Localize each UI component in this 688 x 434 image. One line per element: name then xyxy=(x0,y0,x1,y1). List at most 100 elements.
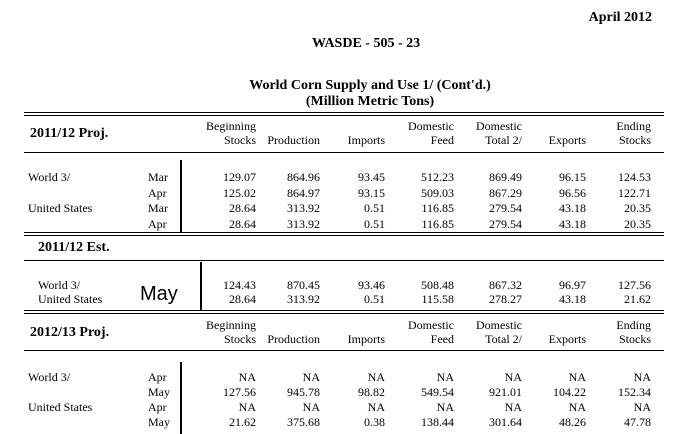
row-month-label: Apr xyxy=(148,216,167,231)
report-date: April 2012 xyxy=(588,10,652,25)
table-cell: 549.54 xyxy=(421,385,454,399)
table-cell: 93.15 xyxy=(358,185,385,200)
column-header-line1: Domestic xyxy=(476,318,522,332)
table-cell: 313.92 xyxy=(287,292,320,306)
column-header-line1: Domestic xyxy=(408,318,454,332)
table-cell: 28.64 xyxy=(229,216,256,231)
table-cell: 43.18 xyxy=(559,201,586,215)
table-cell: 96.97 xyxy=(559,278,586,292)
month-divider-est xyxy=(200,262,202,310)
table-cell: 96.15 xyxy=(559,170,586,184)
table-cell: 129.07 xyxy=(223,170,256,184)
table-cell: NA xyxy=(504,370,522,384)
table-cell: NA xyxy=(238,370,256,384)
table-cell: NA xyxy=(367,370,385,384)
column-header-line2: Production xyxy=(267,133,320,147)
table-cell: NA xyxy=(633,400,651,414)
column-header-line2: Exports xyxy=(548,133,586,147)
column-header-line1: Ending xyxy=(616,119,651,133)
table-cell: 124.43 xyxy=(223,278,256,292)
table-cell: 313.92 xyxy=(287,201,320,215)
table-cell: 48.26 xyxy=(559,415,586,429)
table-cell: 93.45 xyxy=(358,170,385,184)
table-cell: 867.32 xyxy=(489,278,522,292)
column-header-line2: Imports xyxy=(347,332,385,346)
rule-header-bottom xyxy=(24,152,664,153)
table-cell: 921.01 xyxy=(489,385,522,399)
column-header-line2: Production xyxy=(267,332,320,346)
rule-top-double xyxy=(24,115,664,116)
table-cell: NA xyxy=(436,400,454,414)
row-month-label: Apr xyxy=(148,185,167,200)
rule-section3-top-double xyxy=(24,313,664,314)
section-title-2012-13-proj: 2012/13 Proj. xyxy=(30,325,110,340)
table-cell: 0.51 xyxy=(364,292,385,306)
row-region-label: United States xyxy=(28,201,93,215)
table-cell: 43.18 xyxy=(559,216,586,231)
row-month-label: Apr xyxy=(148,400,167,414)
column-header-line1: Domestic xyxy=(408,119,454,133)
rule-header-bottom xyxy=(24,350,664,351)
column-header-line1: Domestic xyxy=(476,119,522,133)
rule-section3-top xyxy=(24,310,664,311)
table-cell: NA xyxy=(633,370,651,384)
table-cell: 122.71 xyxy=(618,185,651,200)
row-month-label: May xyxy=(148,415,170,429)
table-cell: 0.38 xyxy=(364,415,385,429)
table-cell: 98.82 xyxy=(358,385,385,399)
table-cell: 28.64 xyxy=(229,292,256,306)
row-month-label: May xyxy=(148,385,170,399)
row-region-label: United States xyxy=(28,400,93,414)
column-header-line2: Feed xyxy=(430,332,454,346)
table-cell: 278.27 xyxy=(489,292,522,306)
table-cell: 864.97 xyxy=(287,185,320,200)
table-cell: 301.64 xyxy=(489,415,522,429)
column-header-line1: Beginning xyxy=(206,318,256,332)
table-cell: 279.54 xyxy=(489,201,522,215)
table-cell: 116.85 xyxy=(421,201,454,215)
month-divider xyxy=(180,160,182,232)
month-label-may: May xyxy=(140,283,178,305)
column-header-line2: Total 2/ xyxy=(485,133,522,147)
table-cell: 945.78 xyxy=(287,385,320,399)
column-header-line2: Stocks xyxy=(223,133,256,147)
table-cell: NA xyxy=(436,370,454,384)
month-divider xyxy=(180,362,182,434)
table-cell: 508.48 xyxy=(421,278,454,292)
table-cell: 127.56 xyxy=(223,385,256,399)
column-header-line1: Beginning xyxy=(206,119,256,133)
table-cell: 279.54 xyxy=(489,216,522,231)
rule-section2-title-bottom xyxy=(24,260,664,261)
table-cell: 116.85 xyxy=(421,216,454,231)
column-header-line2: Stocks xyxy=(618,332,651,346)
table-cell: 43.18 xyxy=(559,292,586,306)
table-cell: 127.56 xyxy=(618,278,651,292)
table-cell: NA xyxy=(367,400,385,414)
table-cell: 47.78 xyxy=(624,415,651,429)
table-subtitle: (Million Metric Tons) xyxy=(305,94,435,109)
column-header-line1: Ending xyxy=(616,318,651,332)
row-region-label: World 3/ xyxy=(28,370,71,384)
row-region-label: World 3/ xyxy=(28,170,71,184)
table-cell: NA xyxy=(238,400,256,414)
table-cell: 375.68 xyxy=(287,415,320,429)
column-header-line2: Stocks xyxy=(618,133,651,147)
table-cell: 313.92 xyxy=(287,216,320,231)
table-cell: 21.62 xyxy=(229,415,256,429)
section-title-2011-12-est: 2011/12 Est. xyxy=(38,240,110,255)
table-cell: 138.44 xyxy=(421,415,454,429)
rule-section2-top-double xyxy=(24,235,664,236)
table-cell: NA xyxy=(504,400,522,414)
row-month-label: Mar xyxy=(148,170,168,184)
table-cell: 870.45 xyxy=(287,278,320,292)
table-cell: 0.51 xyxy=(364,201,385,215)
table-cell: NA xyxy=(568,370,586,384)
table-cell: 867.29 xyxy=(489,185,522,200)
rule-top xyxy=(24,112,664,113)
report-id: WASDE - 505 - 23 xyxy=(312,36,421,51)
table-cell: 96.56 xyxy=(559,185,586,200)
table-cell: 21.62 xyxy=(624,292,651,306)
table-cell: 20.35 xyxy=(624,201,651,215)
table-cell: NA xyxy=(568,400,586,414)
table-title: World Corn Supply and Use 1/ (Cont'd.) xyxy=(249,78,491,93)
